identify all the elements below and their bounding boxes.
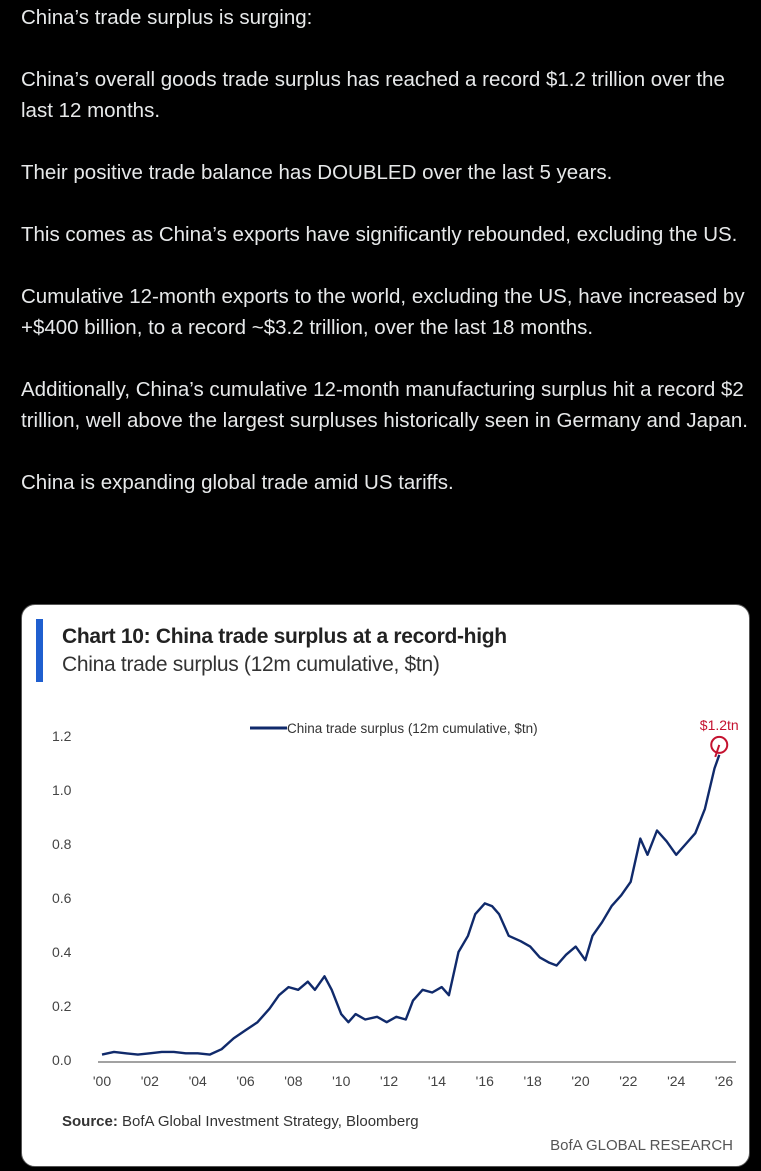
- x-tick-label: '06: [236, 1073, 254, 1089]
- y-tick-label: 1.0: [52, 782, 72, 798]
- tweet-paragraph-4: This comes as China’s exports have signi…: [21, 223, 738, 246]
- chart-legend: China trade surplus (12m cumulative, $tn…: [250, 721, 538, 736]
- peak-annotation-label: $1.2tn: [700, 717, 739, 733]
- tweet-paragraph-3: Their positive trade balance has DOUBLED…: [21, 161, 613, 184]
- chart-subtitle: China trade surplus (12m cumulative, $tn…: [62, 653, 440, 676]
- x-tick-label: '12: [380, 1073, 398, 1089]
- x-tick-label: '00: [93, 1073, 111, 1089]
- x-tick-label: '24: [667, 1073, 685, 1089]
- x-tick-label: '16: [476, 1073, 494, 1089]
- tweet-paragraph-1: China’s trade surplus is surging:: [21, 6, 313, 29]
- chart-source: Source: BofA Global Investment Strategy,…: [62, 1113, 419, 1130]
- y-tick-label: 0.6: [52, 890, 72, 906]
- x-tick-label: '10: [332, 1073, 350, 1089]
- chart-accent-bar: [36, 619, 43, 682]
- tweet-text: China’s trade surplus is surging: China’…: [21, 2, 756, 498]
- peak-marker-circle: [710, 735, 729, 754]
- y-axis-ticks: 0.0 0.2 0.4 0.6 0.8 1.0 1.2: [52, 728, 72, 1068]
- x-tick-label: '08: [284, 1073, 302, 1089]
- chart-image-card[interactable]: Chart 10: China trade surplus at a recor…: [21, 604, 750, 1167]
- peak-marker-stem: [714, 744, 721, 758]
- y-tick-label: 0.8: [52, 836, 72, 852]
- tweet-paragraph-6: Additionally, China’s cumulative 12-mont…: [21, 378, 750, 432]
- chart-title: Chart 10: China trade surplus at a recor…: [62, 625, 507, 648]
- y-tick-label: 0.2: [52, 998, 72, 1014]
- y-tick-label: 0.4: [52, 944, 72, 960]
- tweet-paragraph-7: China is expanding global trade amid US …: [21, 471, 454, 494]
- peak-annotation: $1.2tn: [700, 717, 739, 758]
- x-tick-label: '26: [715, 1073, 733, 1089]
- chart-plot: 0.0 0.2 0.4 0.6 0.8 1.0 1.2 '00 '02 '04 '06 '08 '10…: [52, 717, 739, 1089]
- tweet-paragraph-5: Cumulative 12-month exports to the world…: [21, 285, 751, 339]
- x-tick-label: '18: [524, 1073, 542, 1089]
- source-label: Source:: [62, 1113, 118, 1130]
- series-line: [101, 754, 721, 1056]
- legend-label: China trade surplus (12m cumulative, $tn…: [287, 721, 538, 736]
- x-tick-label: '22: [619, 1073, 637, 1089]
- y-tick-label: 0.0: [52, 1052, 72, 1068]
- source-text: BofA Global Investment Strategy, Bloombe…: [122, 1113, 419, 1130]
- x-tick-label: '04: [189, 1073, 207, 1089]
- tweet-paragraph-2: China’s overall goods trade surplus has …: [21, 68, 731, 122]
- x-tick-label: '02: [141, 1073, 159, 1089]
- brand-label: BofA GLOBAL RESEARCH: [550, 1137, 733, 1154]
- y-tick-label: 1.2: [52, 728, 72, 744]
- x-axis-ticks: '00 '02 '04 '06 '08 '10 '12 '14 '16 '18 '20 '22 '24 '…: [93, 1073, 733, 1089]
- x-tick-label: '20: [571, 1073, 589, 1089]
- x-tick-label: '14: [428, 1073, 446, 1089]
